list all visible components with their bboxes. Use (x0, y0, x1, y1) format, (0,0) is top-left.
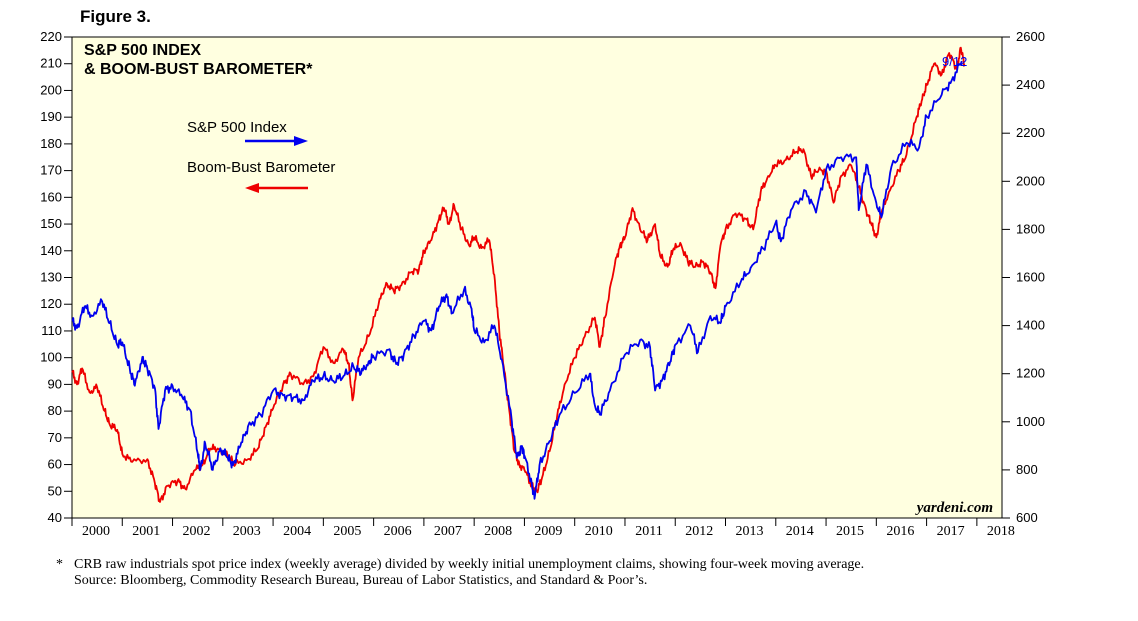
left-tick-label: 160 (40, 189, 62, 204)
footnote: * CRB raw industrials spot price index (w… (56, 557, 864, 589)
year-label: 2000 (82, 524, 110, 539)
right-tick-label: 2200 (1016, 125, 1045, 140)
right-tick-label: 2000 (1016, 173, 1045, 188)
left-tick-label: 150 (40, 216, 62, 231)
year-label: 2005 (333, 524, 361, 539)
right-tick-label: 1600 (1016, 270, 1045, 285)
right-axis: 2600 2400 2200 2000 1800 1600 1400 1200 1000 800 6… (1002, 29, 1045, 525)
year-label: 2003 (233, 524, 261, 539)
legend-boom-bust-label: Boom-Bust Barometer (187, 159, 335, 176)
legend-boom-bust-arrow-icon (245, 183, 308, 193)
left-tick-label: 170 (40, 163, 62, 178)
footnote-marker: * (56, 557, 63, 572)
left-tick-label: 60 (48, 457, 62, 472)
year-label: 2015 (836, 524, 864, 539)
chart-title-line2: & BOOM-BUST BAROMETER* (84, 61, 313, 78)
year-label: 2009 (534, 524, 562, 539)
right-tick-label: 2600 (1016, 29, 1045, 44)
right-tick-label: 2400 (1016, 77, 1045, 92)
year-label: 2007 (434, 524, 462, 539)
left-tick-label: 190 (40, 109, 62, 124)
left-tick-label: 120 (40, 296, 62, 311)
year-label: 2011 (635, 524, 662, 539)
year-label: 2017 (937, 524, 965, 539)
left-tick-label: 80 (48, 403, 62, 418)
left-tick-label: 90 (48, 376, 62, 391)
left-axis: 220 210 200 190 180 170 160 150 140 130 120 110 100 9… (40, 29, 72, 525)
year-label: 2008 (484, 524, 512, 539)
year-label: 2018 (987, 524, 1015, 539)
figure-label: Figure 3. (80, 7, 151, 26)
year-label: 2004 (283, 524, 311, 539)
left-tick-label: 200 (40, 82, 62, 97)
year-label: 2006 (384, 524, 412, 539)
right-tick-label: 1200 (1016, 366, 1045, 381)
right-tick-label: 800 (1016, 462, 1038, 477)
left-tick-label: 50 (48, 483, 62, 498)
sp500-line (71, 60, 963, 500)
footnote-definition: CRB raw industrials spot price index (we… (74, 557, 865, 572)
left-tick-label: 100 (40, 350, 62, 365)
year-label: 2014 (786, 524, 814, 539)
right-tick-label: 600 (1016, 510, 1038, 525)
right-tick-label: 1800 (1016, 221, 1045, 236)
left-tick-label: 180 (40, 136, 62, 151)
latest-date-annotation: 9/12 (942, 54, 967, 69)
year-label: 2016 (886, 524, 914, 539)
chart-title-line1: S&P 500 INDEX (84, 42, 201, 59)
source-credit: yardeni.com (915, 500, 993, 516)
left-tick-label: 40 (48, 510, 62, 525)
left-tick-label: 130 (40, 270, 62, 285)
year-label: 2002 (183, 524, 211, 539)
left-tick-label: 210 (40, 56, 62, 71)
left-tick-label: 220 (40, 29, 62, 44)
year-label: 2012 (685, 524, 713, 539)
right-tick-label: 1000 (1016, 414, 1045, 429)
year-label: 2013 (736, 524, 764, 539)
right-tick-label: 1400 (1016, 318, 1045, 333)
left-tick-label: 110 (41, 323, 62, 338)
footnote-source: Source: Bloomberg, Commodity Research Bu… (74, 573, 648, 588)
year-label: 2010 (585, 524, 613, 539)
year-label: 2001 (132, 524, 160, 539)
legend-sp500-arrow-icon (245, 136, 308, 146)
legend-sp500-label: S&P 500 Index (187, 119, 287, 136)
left-tick-label: 70 (48, 430, 62, 445)
x-axis: 2000 2001 2002 2003 2004 2005 2006 2007 2008 2009… (71, 518, 1015, 539)
left-tick-label: 140 (40, 243, 62, 258)
chart: 2202102001901801701601501401301201101009… (40, 29, 1045, 539)
plot-area (71, 36, 1003, 519)
